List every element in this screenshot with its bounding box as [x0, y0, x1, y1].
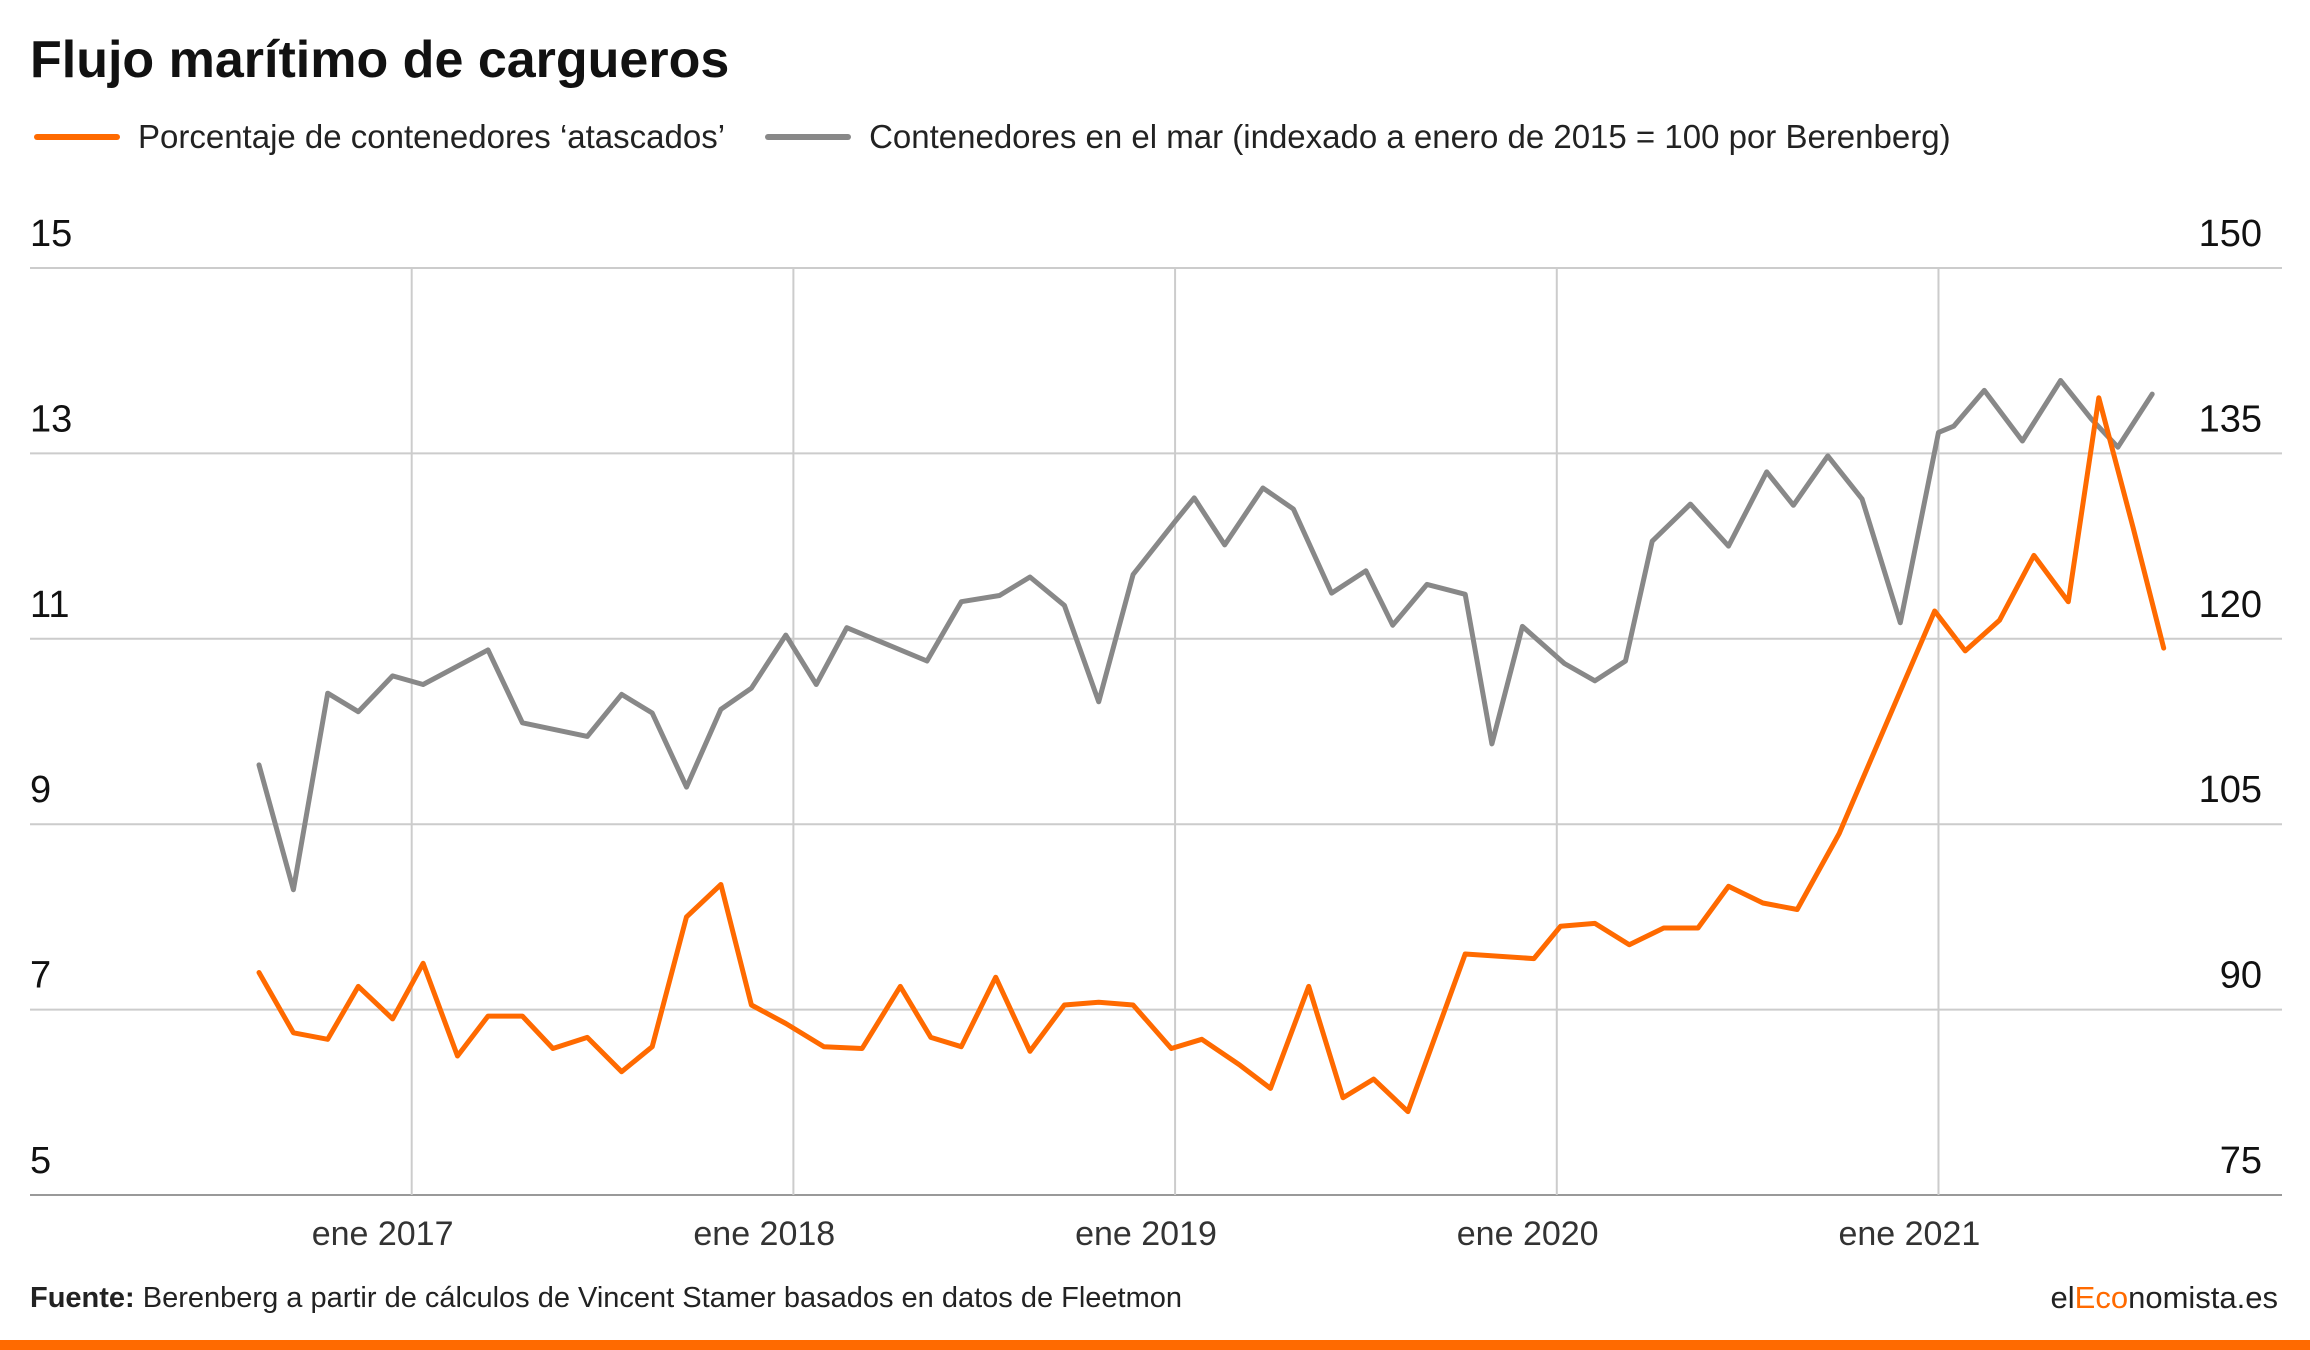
bottom-accent-bar: [0, 1340, 2310, 1350]
brand-accent: Eco: [2074, 1280, 2129, 1315]
right-tick-label: 90: [2220, 955, 2262, 997]
x-tick-label: ene 2019: [1075, 1215, 1217, 1253]
x-tick-label: ene 2018: [693, 1215, 835, 1253]
brand-logo: elEconomista.es: [2051, 1280, 2278, 1316]
legend-label-gray: Contenedores en el mar (indexado a enero…: [869, 118, 1951, 155]
right-tick-label: 75: [2220, 1140, 2262, 1182]
brand-prefix: el: [2050, 1280, 2075, 1315]
left-tick-label: 9: [30, 769, 51, 811]
right-tick-label: 105: [2199, 769, 2262, 811]
x-tick-label: ene 2020: [1457, 1215, 1599, 1253]
series-line-stuck-containers: [256, 395, 2167, 1115]
legend-swatch-orange: [34, 134, 120, 140]
left-tick-label: 7: [30, 955, 51, 997]
left-tick-label: 11: [30, 584, 69, 626]
source-note: Fuente: Berenberg a partir de cálculos d…: [30, 1282, 1182, 1315]
x-tick-label: ene 2017: [312, 1215, 454, 1253]
left-tick-label: 5: [30, 1140, 51, 1182]
legend-label-orange: Porcentaje de contenedores ‘atascados’: [138, 118, 726, 155]
x-tick-label: ene 2021: [1838, 1215, 1980, 1253]
right-tick-label: 150: [2199, 213, 2262, 255]
legend-item-gray: Contenedores en el mar (indexado a enero…: [765, 118, 1951, 156]
right-tick-label: 120: [2199, 584, 2262, 626]
brand-suffix: nomista.es: [2128, 1280, 2278, 1315]
legend: Porcentaje de contenedores ‘atascados’ C…: [34, 118, 1991, 156]
chart-title: Flujo marítimo de cargueros: [30, 31, 730, 89]
series-line-containers-at-sea: [256, 378, 2155, 893]
source-text: Berenberg a partir de cálculos de Vincen…: [134, 1282, 1183, 1314]
legend-item-orange: Porcentaje de contenedores ‘atascados’: [34, 118, 725, 156]
left-tick-label: 13: [30, 398, 72, 440]
source-label: Fuente:: [30, 1282, 135, 1314]
right-tick-label: 135: [2199, 398, 2262, 440]
left-tick-label: 15: [30, 213, 72, 255]
legend-swatch-gray: [765, 134, 852, 140]
